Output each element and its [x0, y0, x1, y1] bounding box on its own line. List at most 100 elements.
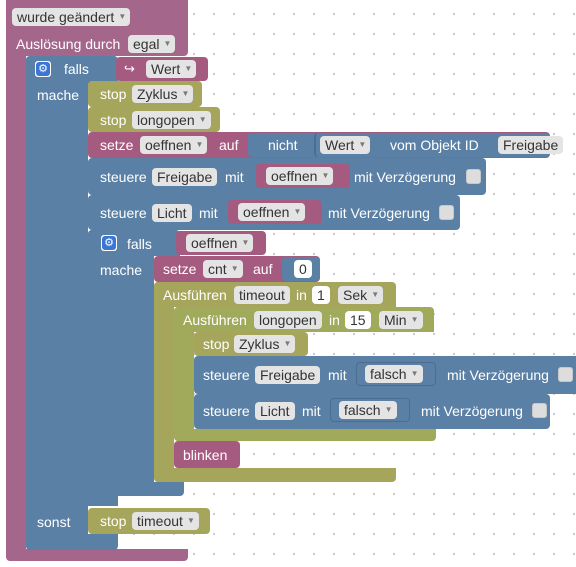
not-label: nicht [268, 137, 298, 153]
set-oeffnen-block[interactable]: setze oeffnen ▼ auf nicht Wert ▼ vom Objek… [88, 132, 564, 158]
set-cnt-block[interactable]: setze cnt ▼ auf 0 [154, 256, 320, 282]
control-target-field[interactable]: Licht [255, 402, 295, 420]
control-freigabe-block[interactable]: steuere Freigabe mit oeffnen ▼ mit Verzög… [88, 158, 486, 195]
delay-label: mit Verzögerung [354, 169, 456, 185]
chevron-down-icon: ▼ [410, 369, 419, 378]
stop-zyklus-text: Zyklus [137, 86, 178, 102]
inner-if-condition-text: oeffnen [191, 235, 238, 251]
stop-timeout-block[interactable]: stop timeout ▼ [88, 508, 210, 534]
timeout1-in-label: in [296, 287, 307, 303]
chevron-down-icon: ▼ [321, 171, 330, 180]
control-target-text: Freigabe [157, 169, 213, 185]
control-value-text: oeffnen [243, 204, 290, 220]
delay-checkbox[interactable] [466, 169, 481, 184]
delay-label: mit Verzögerung [447, 367, 549, 383]
stop-zyklus-dropdown[interactable]: Zyklus ▼ [132, 85, 194, 103]
control-value-variable[interactable]: oeffnen ▼ [228, 200, 322, 224]
chevron-down-icon: ▼ [410, 315, 419, 324]
timeout2-amount-text: 15 [350, 312, 366, 328]
if-settings-gear-icon[interactable]: ⚙ [35, 61, 51, 77]
trigger-title-dropdown[interactable]: wurde geändert ▼ [12, 8, 131, 26]
else-label: sonst [37, 514, 71, 530]
delay-label: mit Verzögerung [421, 403, 523, 419]
control-target-text: Licht [157, 205, 187, 221]
control-value-dropdown[interactable]: oeffnen ▼ [266, 167, 334, 185]
if-condition-variable[interactable]: ↪ Wert ▼ [116, 57, 208, 81]
control-value-logic[interactable]: falsch ▼ [356, 362, 436, 386]
trigger-value-dropdown[interactable]: egal ▼ [128, 35, 176, 53]
stop-timeout-text: timeout [137, 513, 183, 529]
timeout2-unit-dropdown[interactable]: Min ▼ [379, 311, 423, 329]
timeout1-name-field[interactable]: timeout [234, 286, 290, 304]
timeout1-amount-text: 1 [317, 287, 325, 303]
timeout1-amount-field[interactable]: 1 [312, 286, 330, 304]
timeout1-unit-dropdown[interactable]: Sek ▼ [338, 286, 384, 304]
control-value-dropdown[interactable]: falsch ▼ [339, 401, 397, 419]
control-licht-block[interactable]: steuere Licht mit oeffnen ▼ mit Verzögeru… [88, 195, 460, 230]
stop-zyklus-inner-block[interactable]: stop Zyklus ▼ [194, 332, 308, 356]
value-type-dropdown[interactable]: Wert ▼ [320, 136, 371, 154]
delay-label: mit Verzögerung [328, 205, 430, 221]
control-target-field[interactable]: Licht [152, 204, 192, 222]
stop-timeout-dropdown[interactable]: timeout ▼ [132, 512, 199, 530]
delay-checkbox[interactable] [439, 205, 454, 220]
control-licht-falsch-block[interactable]: steuere Licht mit falsch ▼ mit Verzögerun… [194, 394, 550, 429]
delay-checkbox[interactable] [532, 403, 547, 418]
timeout2-unit-text: Min [384, 312, 407, 328]
number-block[interactable]: 0 [282, 257, 320, 281]
number-input[interactable]: 0 [294, 260, 312, 278]
control-value-dropdown[interactable]: oeffnen ▼ [238, 203, 306, 221]
control-value-dropdown[interactable]: falsch ▼ [365, 365, 423, 383]
inner-if-condition-variable[interactable]: oeffnen ▼ [176, 231, 266, 255]
control-label: steuere [203, 403, 250, 419]
stop-longopen-block[interactable]: stop longopen ▼ [88, 107, 220, 132]
set-label: setze [100, 137, 134, 153]
blink-block[interactable]: blinken [174, 441, 240, 468]
control-label: steuere [203, 367, 250, 383]
object-id-field[interactable]: Freigabe [498, 136, 564, 154]
set-auf-label: auf [253, 261, 273, 277]
control-target-field[interactable]: Freigabe [255, 366, 321, 384]
timeout2-in-label: in [329, 312, 340, 328]
stop-zyklus-block[interactable]: stop Zyklus ▼ [88, 81, 202, 107]
inner-if-condition-dropdown[interactable]: oeffnen ▼ [186, 234, 254, 252]
trigger-label: Auslösung durch [16, 36, 121, 52]
if-condition-variable-dropdown[interactable]: Wert ▼ [146, 60, 197, 78]
delay-checkbox[interactable] [558, 367, 573, 382]
control-mit-label: mit [328, 367, 347, 383]
control-freigabe-falsch-block[interactable]: steuere Freigabe mit falsch ▼ mit Verzöge… [194, 356, 576, 394]
control-value-text: falsch [344, 402, 381, 418]
set-cnt-text: cnt [208, 261, 227, 277]
stop-label: stop [100, 513, 127, 529]
chevron-down-icon: ▼ [293, 207, 302, 216]
control-label: steuere [100, 169, 147, 185]
control-target-field[interactable]: Freigabe [152, 168, 218, 186]
set-auf-label: auf [219, 137, 239, 153]
stop-longopen-text: longopen [137, 112, 195, 128]
inner-if-settings-gear-icon[interactable]: ⚙ [101, 235, 117, 251]
stop-longopen-dropdown[interactable]: longopen ▼ [132, 111, 211, 129]
set-variable-text: oeffnen [145, 137, 192, 153]
stop-zyklus-inner-dropdown[interactable]: Zyklus ▼ [234, 335, 296, 353]
set-cnt-dropdown[interactable]: cnt ▼ [203, 260, 243, 278]
timeout2-amount-field[interactable]: 15 [345, 311, 371, 329]
not-block[interactable]: nicht Wert ▼ vom Objekt ID Freigabe [248, 133, 564, 157]
chevron-down-icon: ▼ [163, 39, 172, 48]
object-value-block[interactable]: Wert ▼ vom Objekt ID Freigabe [314, 133, 564, 157]
control-value-logic[interactable]: falsch ▼ [330, 398, 410, 422]
set-variable-dropdown[interactable]: oeffnen ▼ [140, 136, 208, 154]
control-target-text: Freigabe [260, 367, 316, 383]
chevron-down-icon: ▼ [283, 339, 292, 348]
chevron-down-icon: ▼ [241, 238, 250, 247]
control-mit-label: mit [199, 205, 218, 221]
if-label: falls [64, 61, 89, 77]
if-condition-variable-text: Wert [151, 61, 181, 77]
control-target-text: Licht [260, 403, 290, 419]
control-value-variable[interactable]: oeffnen ▼ [256, 164, 350, 188]
timeout2-name-field[interactable]: longopen [254, 311, 322, 329]
